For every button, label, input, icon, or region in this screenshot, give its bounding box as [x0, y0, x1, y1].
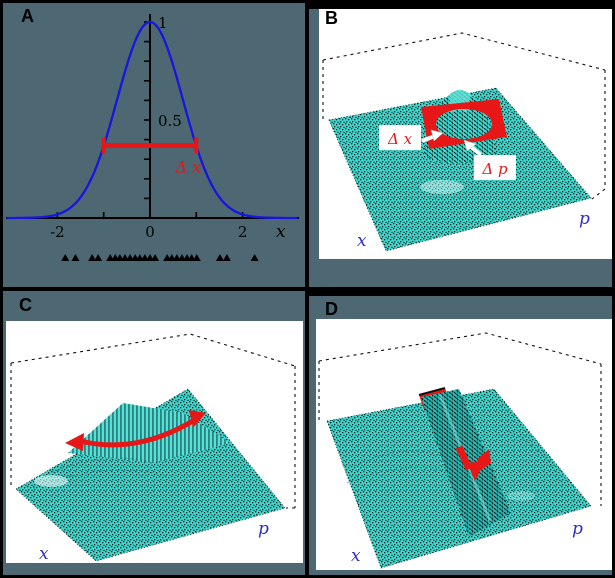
x-axis-label: x	[351, 546, 361, 566]
panel-b-surface-plot: Δ x Δ p x p	[309, 3, 612, 259]
callout-arrow-icon	[469, 145, 483, 157]
arrowhead-right-icon	[189, 410, 206, 428]
uncertainty-ring	[421, 99, 507, 149]
bounding-box-dashed	[318, 332, 602, 506]
top-border-strip	[309, 291, 612, 296]
svg-text:1: 1	[158, 14, 168, 32]
x-axis-label: x	[276, 222, 286, 242]
svg-text:0.5: 0.5	[158, 112, 182, 130]
panel-d-label: D	[325, 299, 338, 319]
delta-p-annotation: Δ p	[481, 160, 508, 178]
tick-labels: -2 0 2 1 0.5	[50, 14, 247, 241]
delta-x-annotation: Δ x	[174, 157, 201, 176]
delta-double-arrow	[455, 445, 491, 481]
panel-d-wigner-p-squeezed: x p D	[309, 291, 612, 575]
bounding-box-dashed	[10, 333, 296, 509]
panel-c-surface-plot: x p	[6, 321, 303, 564]
svg-text:0: 0	[145, 223, 155, 241]
x-axis-label: x	[39, 544, 49, 564]
surface-highlight	[34, 475, 68, 487]
wigner-surface	[326, 387, 592, 569]
panel-c-wigner-x-squeezed: x p C	[3, 291, 305, 575]
delta-double-arrow	[65, 410, 206, 451]
panel-d-surface-plot: x p	[309, 291, 612, 570]
panel-a-chart: -2 0 2 1 0.5 x Δ x	[6, 14, 299, 261]
gaussian-curve	[6, 20, 298, 220]
panel-b-label: B	[325, 8, 338, 28]
wigner-surface	[15, 388, 286, 562]
fringe-arc	[508, 430, 560, 482]
p-axis-label: p	[572, 519, 583, 539]
fringe-arc	[42, 457, 154, 477]
top-border-strip	[309, 3, 612, 9]
p-axis-label: p	[258, 519, 269, 539]
svg-text:-2: -2	[50, 223, 65, 241]
delta-x-annotation: Δ x	[387, 130, 413, 148]
x-axis-label: x	[357, 231, 367, 251]
arrowhead-left-icon	[65, 433, 84, 451]
p-axis-label: p	[579, 209, 590, 229]
surface-highlight	[507, 491, 535, 501]
panel-c-label: C	[19, 295, 32, 315]
panel-b-wigner-coherent: Δ x Δ p x p B	[309, 3, 612, 287]
panel-a-label: A	[21, 6, 34, 26]
delta-x-callout: Δ x	[379, 125, 444, 150]
panel-a-wavefunction-plot: A -2 0 2 1 0.5 x Δ x	[3, 3, 305, 287]
delta-p-callout: Δ p	[463, 139, 516, 180]
axes	[6, 14, 299, 219]
surface-highlight	[420, 180, 464, 194]
uncertainty-interval	[101, 137, 199, 154]
svg-text:2: 2	[238, 223, 248, 241]
fringe-arc	[346, 466, 460, 484]
bounding-box-dashed	[322, 32, 606, 200]
sample-points	[61, 254, 259, 261]
